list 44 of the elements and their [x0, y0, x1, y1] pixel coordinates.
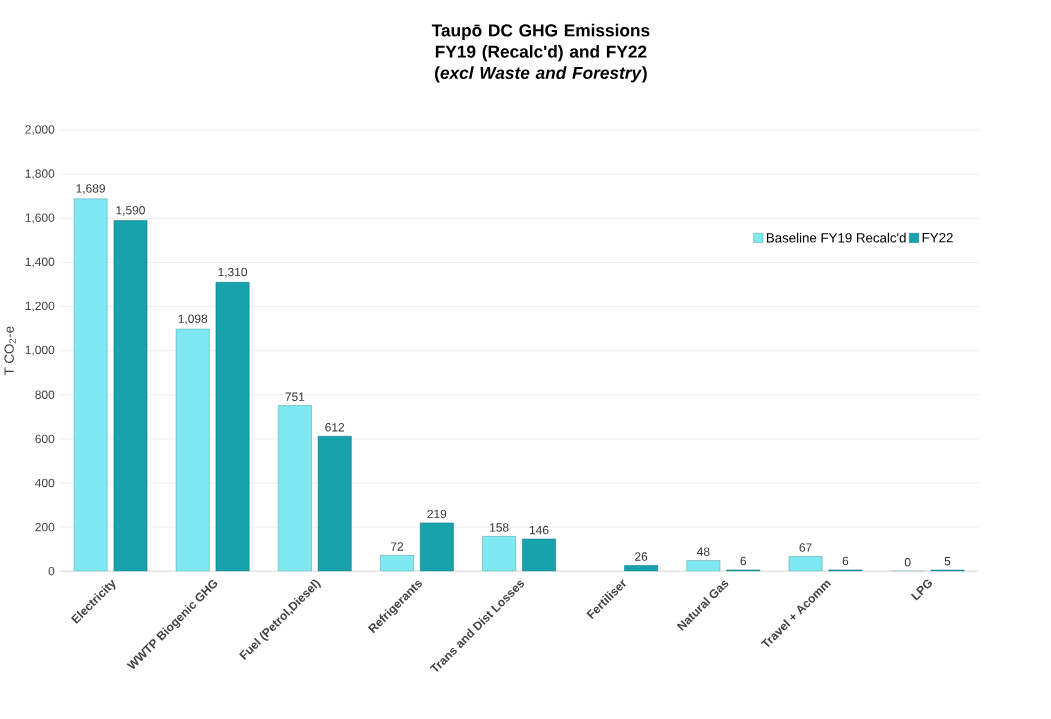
- data-label: 751: [285, 392, 305, 402]
- data-label: 6: [740, 556, 747, 566]
- bar: [686, 560, 721, 572]
- bar: [73, 198, 108, 572]
- y-tick-label: 0: [48, 567, 55, 576]
- bar: [215, 282, 250, 572]
- y-tick-label: 1,200: [25, 301, 55, 312]
- y-tick-label: 1,000: [25, 345, 55, 356]
- data-label: 158: [490, 523, 509, 532]
- bar: [482, 536, 516, 572]
- data-label: 1,310: [218, 267, 248, 278]
- y-tick-label: 200: [35, 523, 55, 532]
- data-label: 1,098: [178, 314, 208, 325]
- bar: [113, 220, 148, 572]
- data-label: 612: [325, 423, 345, 432]
- data-label: 1,590: [116, 206, 145, 217]
- y-axis-title: T CO$_{2}$-e: [4, 326, 16, 376]
- y-tick-label: 800: [35, 390, 55, 400]
- bar: [380, 555, 414, 572]
- legend-label: Baseline FY19 Recalc'd: [766, 232, 906, 243]
- data-label: 0: [904, 558, 911, 567]
- data-label: 67: [799, 543, 812, 552]
- y-tick-label: 1,800: [25, 169, 55, 180]
- data-label: 72: [390, 542, 404, 551]
- data-label: 1,689: [76, 184, 105, 195]
- bar: [317, 436, 352, 572]
- y-tick-label: 1,600: [25, 213, 55, 224]
- y-tick-label: 600: [35, 434, 55, 444]
- y-tick-label: 400: [35, 478, 55, 488]
- bar: [419, 522, 454, 572]
- data-label: 219: [427, 509, 447, 519]
- data-label: 146: [529, 526, 549, 535]
- bar: [522, 538, 556, 572]
- data-label: 26: [635, 552, 648, 561]
- y-tick-label: 2,000: [25, 125, 55, 136]
- data-label: 5: [944, 557, 951, 566]
- legend-label: FY22: [922, 233, 953, 243]
- data-label: 48: [697, 547, 710, 557]
- chart-subtitle: (excl Waste and Forestry): [435, 66, 647, 83]
- data-label: 6: [842, 556, 849, 566]
- bar: [175, 328, 210, 572]
- y-tick-label: 1,400: [25, 257, 55, 268]
- bar: [277, 405, 312, 572]
- bar: [624, 565, 658, 572]
